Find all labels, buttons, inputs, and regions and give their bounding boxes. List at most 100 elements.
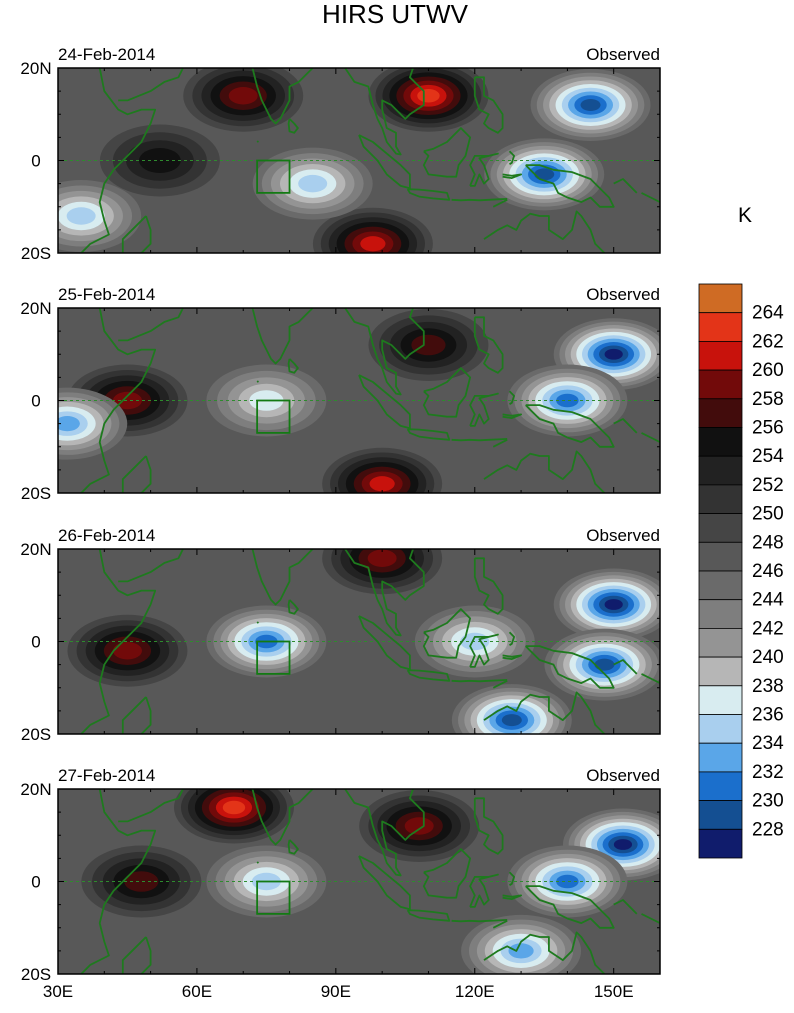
y-tick-label: 20N: [20, 59, 51, 78]
coastline: [80, 789, 157, 974]
coastline: [343, 68, 425, 156]
colorbar-label: 230: [752, 791, 784, 812]
colorbar: 264 262 260 258 256 254 252 250 248 246 244 242 240 2…: [698, 283, 784, 859]
coastline: [118, 68, 184, 102]
colorbar-swatch: [698, 455, 743, 486]
x-tick-label: 30E: [43, 982, 73, 1001]
y-tick-label: 20S: [21, 484, 51, 503]
contour-blob: [369, 476, 395, 492]
coastline: [121, 455, 147, 493]
colorbar-swatch: [698, 398, 743, 428]
coastline: [492, 438, 508, 448]
colorbar-swatch: [698, 800, 743, 830]
contour-blob: [534, 168, 555, 181]
colorbar-label: 258: [752, 389, 784, 410]
coastline: [287, 358, 299, 374]
contour-blob: [556, 874, 579, 889]
contour-blob: [404, 817, 434, 835]
coastline: [118, 308, 184, 342]
coastline: [358, 134, 411, 190]
coastline: [406, 428, 451, 441]
colorbar-label: 234: [752, 733, 784, 754]
map-panel: 20N 0 20S 24-Feb-2014 Observed: [20, 45, 661, 263]
colorbar-swatch: [698, 714, 743, 744]
coastline: [613, 178, 638, 194]
coastline: [641, 192, 660, 203]
coastline: [469, 873, 499, 908]
coastline: [358, 855, 411, 911]
coastline: [121, 215, 147, 253]
y-tick-label: 0: [31, 633, 40, 652]
coastline: [641, 913, 660, 924]
panel-date: 24-Feb-2014: [58, 45, 155, 64]
panel-field: [58, 766, 660, 974]
contour-blob: [604, 348, 623, 360]
colorbar-swatch: [698, 742, 743, 773]
colorbar-swatch: [698, 656, 743, 687]
longitude-axis: 30E 60E 90E 120E 150E: [43, 982, 634, 1001]
coastline: [508, 390, 515, 405]
colorbar-label: 236: [752, 705, 784, 726]
colorbar-label: 262: [752, 331, 784, 352]
coastline: [343, 308, 425, 396]
contour-blob: [417, 89, 440, 103]
coastline: [473, 316, 504, 374]
y-tick-label: 20S: [21, 965, 51, 984]
colorbar-label: 254: [752, 446, 784, 467]
coastline: [492, 679, 508, 689]
colorbar-swatch: [698, 283, 743, 314]
panel-label: Observed: [586, 766, 660, 785]
contour-blob: [66, 207, 96, 225]
contour-blob: [58, 416, 80, 432]
panel-label: Observed: [586, 45, 660, 64]
coastline: [525, 645, 615, 689]
coastline: [234, 549, 314, 606]
panel-date: 26-Feb-2014: [58, 526, 155, 545]
coastline: [477, 766, 484, 780]
coastline: [121, 696, 147, 734]
colorbar-label: 232: [752, 762, 784, 783]
y-tick-label: 0: [31, 873, 40, 892]
coastline: [473, 797, 504, 855]
colorbar-swatch: [698, 628, 743, 658]
coastline: [406, 909, 451, 922]
contour-blob: [604, 599, 623, 610]
panel-field: [58, 308, 660, 493]
x-tick-label: 60E: [182, 982, 212, 1001]
contour-blob: [508, 943, 534, 959]
panel-field: [58, 549, 660, 734]
contour-blob: [501, 714, 522, 727]
coastline: [483, 691, 606, 734]
coastline: [613, 899, 638, 915]
coastline: [80, 549, 157, 734]
coastline: [422, 608, 471, 659]
coastline: [483, 210, 606, 253]
colorbar-swatch: [698, 513, 743, 543]
colorbar-swatch: [698, 427, 743, 457]
coastline: [451, 919, 508, 923]
contour-blob: [112, 642, 142, 660]
coastline: [469, 152, 499, 187]
colorbar-label: 260: [752, 360, 784, 381]
contour-blob: [360, 236, 386, 252]
coastline: [451, 198, 508, 202]
x-tick-label: 150E: [594, 982, 634, 1001]
y-tick-label: 20N: [20, 780, 51, 799]
colorbar-label: 264: [752, 303, 784, 324]
contour-blob: [411, 334, 446, 356]
contour-blob: [228, 87, 258, 105]
contour-blob: [222, 800, 246, 815]
coastline: [641, 673, 660, 684]
coastline: [492, 198, 508, 208]
colorbar-swatch: [698, 312, 743, 342]
colorbar-label: 244: [752, 590, 784, 611]
panel-date: 25-Feb-2014: [58, 285, 155, 304]
analysis-box: [256, 640, 291, 675]
analysis-box: [256, 399, 291, 434]
coastline: [525, 164, 615, 208]
panel-date: 27-Feb-2014: [58, 766, 155, 785]
colorbar-swatch: [698, 369, 743, 400]
map-panel: 20N 0 20S 26-Feb-2014 Observed: [20, 526, 661, 744]
coastline: [343, 789, 425, 877]
